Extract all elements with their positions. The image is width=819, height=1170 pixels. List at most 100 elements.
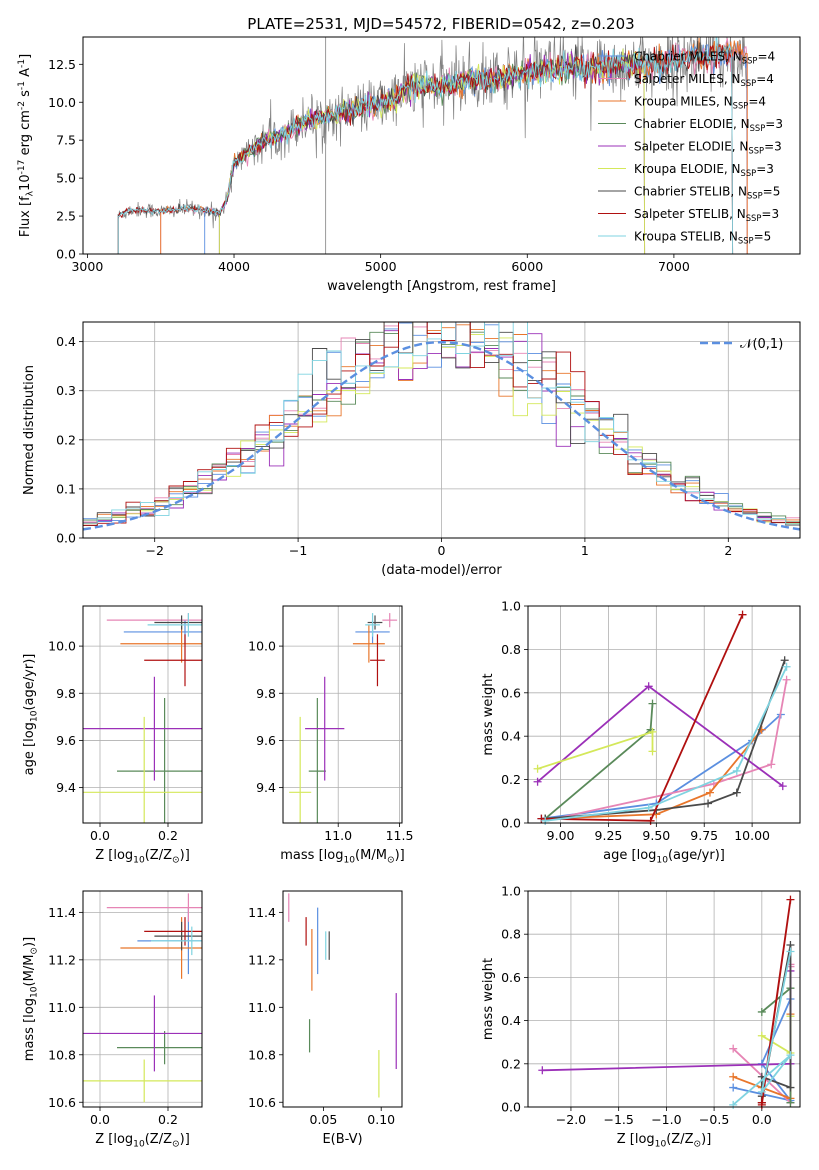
weight-vs-Z-point-marker bbox=[786, 947, 795, 956]
weight-vs-Z-point-marker bbox=[786, 1083, 795, 1092]
weight-vs-age-point-marker bbox=[732, 766, 741, 775]
gaussian-reference-curve bbox=[83, 340, 800, 531]
weight-vs-age-y-axis-label: mass weight bbox=[481, 673, 496, 755]
residuals-x-tick-label: −1 bbox=[289, 543, 307, 558]
age-vs-Z-y-tick-label: 9.8 bbox=[56, 686, 76, 701]
weight-vs-age-x-tick-label: 9.25 bbox=[595, 828, 623, 843]
spectrum-model-line-5 bbox=[218, 48, 646, 254]
legend-label-2: Kroupa MILES, NSSP=4 bbox=[634, 95, 766, 111]
legend-label-0: Chabrier MILES, NSSP=4 bbox=[634, 50, 775, 66]
spectrum-y-tick-label: 2.5 bbox=[56, 209, 76, 224]
mass-vs-Z-y-tick-label: 10.6 bbox=[48, 1095, 76, 1110]
weight-vs-Z-point-marker bbox=[729, 1100, 738, 1109]
weight-vs-Z-point-marker bbox=[729, 1044, 738, 1053]
mass-vs-Z-plot-frame bbox=[82, 890, 203, 1108]
age-vs-mass-plot-frame bbox=[282, 605, 403, 824]
weight-vs-Z-point-marker bbox=[786, 1098, 795, 1107]
residuals-y-tick-label: 0.3 bbox=[56, 383, 76, 398]
weight-vs-age-point-marker bbox=[648, 747, 657, 756]
age-vs-mass-y-tick-label: 9.4 bbox=[256, 780, 276, 795]
weight-vs-Z-point-marker bbox=[757, 1007, 766, 1016]
weight-vs-age-axes: 9.00 9.25 9.50 9.75 10.00 0.0 0.2 0.4 0.6 0.8 1.0 a… bbox=[481, 599, 800, 865]
mass-vs-EBV-axes: 0.05 0.10 10.6 10.8 11.0 11.2 11.4 E(B-V) bbox=[248, 905, 395, 1147]
weight-vs-age-y-tick-label: 0.8 bbox=[501, 642, 521, 657]
weight-vs-Z-axes: −2.0 −1.5 −1.0 −0.5 0.0 0.0 0.2 0.4 0.6 0.8 1.0 Z [… bbox=[481, 884, 800, 1149]
mass-vs-Z-x-tick-label: 0.2 bbox=[158, 1112, 178, 1127]
weight-vs-age-point-marker bbox=[778, 782, 787, 791]
weight-vs-Z-y-tick-label: 0.8 bbox=[501, 927, 521, 942]
mass-vs-Z-y-tick-label: 11.4 bbox=[48, 905, 76, 920]
age-vs-mass-y-tick-label: 10.0 bbox=[248, 639, 276, 654]
age-vs-mass-x-tick-label: 11.5 bbox=[386, 828, 414, 843]
weight-vs-age-x-tick-label: 9.75 bbox=[690, 828, 718, 843]
weight-vs-age-series-line-8 bbox=[545, 666, 788, 822]
weight-vs-Z-series-line-8 bbox=[732, 951, 792, 1106]
weight-vs-age-series-line-5 bbox=[537, 730, 654, 770]
weight-vs-Z-y-tick-label: 0.4 bbox=[501, 1013, 521, 1028]
weight-vs-age-point-marker bbox=[648, 727, 657, 736]
weight-vs-Z-point-marker bbox=[757, 1100, 766, 1109]
weight-vs-age-point-marker bbox=[767, 760, 776, 769]
weight-vs-age-y-tick-label: 0.0 bbox=[501, 816, 521, 831]
residuals-x-tick-label: 0 bbox=[438, 543, 446, 558]
residuals-y-axis-label: Normed distribution bbox=[22, 365, 37, 495]
age-vs-mass-x-axis-label: mass [log10(M/M⊙)] bbox=[280, 848, 404, 865]
legend-label-4: Salpeter ELODIE, NSSP=3 bbox=[634, 140, 782, 156]
legend-label-1: Salpeter MILES, NSSP=4 bbox=[634, 72, 774, 88]
weight-vs-Z-x-tick-label: −1.5 bbox=[603, 1112, 633, 1127]
mass-vs-EBV-x-axis-label: E(B-V) bbox=[322, 1132, 362, 1147]
residuals-axes: −2 −1 0 1 2 0.0 0.1 0.2 0.3 0.4 (data-model)/error… bbox=[22, 322, 800, 578]
mass-vs-EBV-plot-frame bbox=[282, 890, 403, 1108]
weight-vs-age-point-marker bbox=[704, 799, 713, 808]
weight-vs-Z-x-tick-label: −0.5 bbox=[699, 1112, 729, 1127]
figure-title: PLATE=2531, MJD=54572, FIBERID=0542, z=0… bbox=[247, 15, 634, 33]
weight-vs-age-point-marker bbox=[782, 662, 791, 671]
weight-vs-age-point-marker bbox=[644, 803, 653, 812]
age-vs-Z-y-axis-label: age [log10(age/yr)] bbox=[22, 654, 39, 776]
age-vs-Z-y-tick-label: 9.4 bbox=[56, 780, 76, 795]
spectrum-x-tick-label: 3000 bbox=[71, 259, 103, 274]
mass-vs-Z-y-tick-label: 10.8 bbox=[48, 1047, 76, 1062]
age-vs-mass-y-tick-label: 9.6 bbox=[256, 733, 276, 748]
spectrum-x-tick-label: 6000 bbox=[511, 259, 543, 274]
residuals-x-axis-label: (data-model)/error bbox=[381, 563, 502, 578]
spectrum-axes: 3000 4000 5000 6000 7000 0.0 2.5 5.0 7.5 10.0 12.5… bbox=[17, 54, 690, 294]
spectrum-x-tick-label: 7000 bbox=[658, 259, 690, 274]
mass-vs-EBV-y-tick-label: 11.0 bbox=[248, 1000, 276, 1015]
spectrum-x-tick-label: 5000 bbox=[365, 259, 397, 274]
spectrum-y-tick-label: 12.5 bbox=[48, 57, 76, 72]
weight-vs-age-series-line-2 bbox=[545, 729, 763, 820]
mass-vs-EBV-x-tick-label: 0.05 bbox=[310, 1112, 338, 1127]
residuals-x-tick-label: −2 bbox=[145, 543, 163, 558]
weight-vs-age-point-marker bbox=[646, 816, 655, 825]
weight-vs-age-y-tick-label: 0.4 bbox=[501, 729, 521, 744]
weight-vs-Z-x-tick-label: −1.0 bbox=[651, 1112, 681, 1127]
weight-vs-age-plot-frame bbox=[527, 605, 801, 824]
weight-vs-Z-x-axis-label: Z [log10(Z/Z⊙)] bbox=[617, 1132, 712, 1149]
age-vs-mass-axes: 11.0 11.5 9.4 9.6 9.8 10.0 mass [log10(M/M⊙)] bbox=[248, 606, 413, 865]
weight-vs-age-y-tick-label: 1.0 bbox=[501, 599, 521, 614]
spectrum-plot-frame bbox=[82, 36, 801, 255]
weight-vs-Z-x-tick-label: −2.0 bbox=[556, 1112, 586, 1127]
age-vs-Z-plot-frame bbox=[82, 605, 203, 824]
legend-label-5: Kroupa ELODIE, NSSP=3 bbox=[634, 162, 774, 178]
weight-vs-age-point-marker bbox=[780, 656, 789, 665]
spectrum-y-tick-label: 0.0 bbox=[56, 247, 76, 262]
weight-vs-age-point-marker bbox=[732, 788, 741, 797]
weight-vs-age-y-tick-label: 0.6 bbox=[501, 685, 521, 700]
weight-vs-age-point-marker bbox=[533, 764, 542, 773]
residuals-plot-frame bbox=[82, 321, 801, 539]
age-vs-Z-y-tick-label: 10.0 bbox=[48, 639, 76, 654]
age-vs-Z-y-tick-label: 9.6 bbox=[56, 733, 76, 748]
legend-label-7: Salpeter STELIB, NSSP=3 bbox=[634, 207, 779, 223]
weight-vs-age-point-marker bbox=[705, 788, 714, 797]
legend-label-3: Chabrier ELODIE, NSSP=3 bbox=[634, 117, 783, 133]
weight-vs-Z-y-axis-label: mass weight bbox=[481, 958, 496, 1040]
weight-vs-Z-point-marker bbox=[757, 1031, 766, 1040]
mass-vs-Z-x-axis-label: Z [log10(Z/Z⊙)] bbox=[95, 1132, 190, 1149]
weight-vs-age-point-marker bbox=[644, 682, 653, 691]
weight-vs-age-series-line-0 bbox=[541, 713, 782, 820]
mass-vs-Z-y-axis-label: mass [log10(M/M⊙)] bbox=[22, 937, 39, 1061]
weight-vs-Z-point-marker bbox=[757, 1087, 766, 1096]
